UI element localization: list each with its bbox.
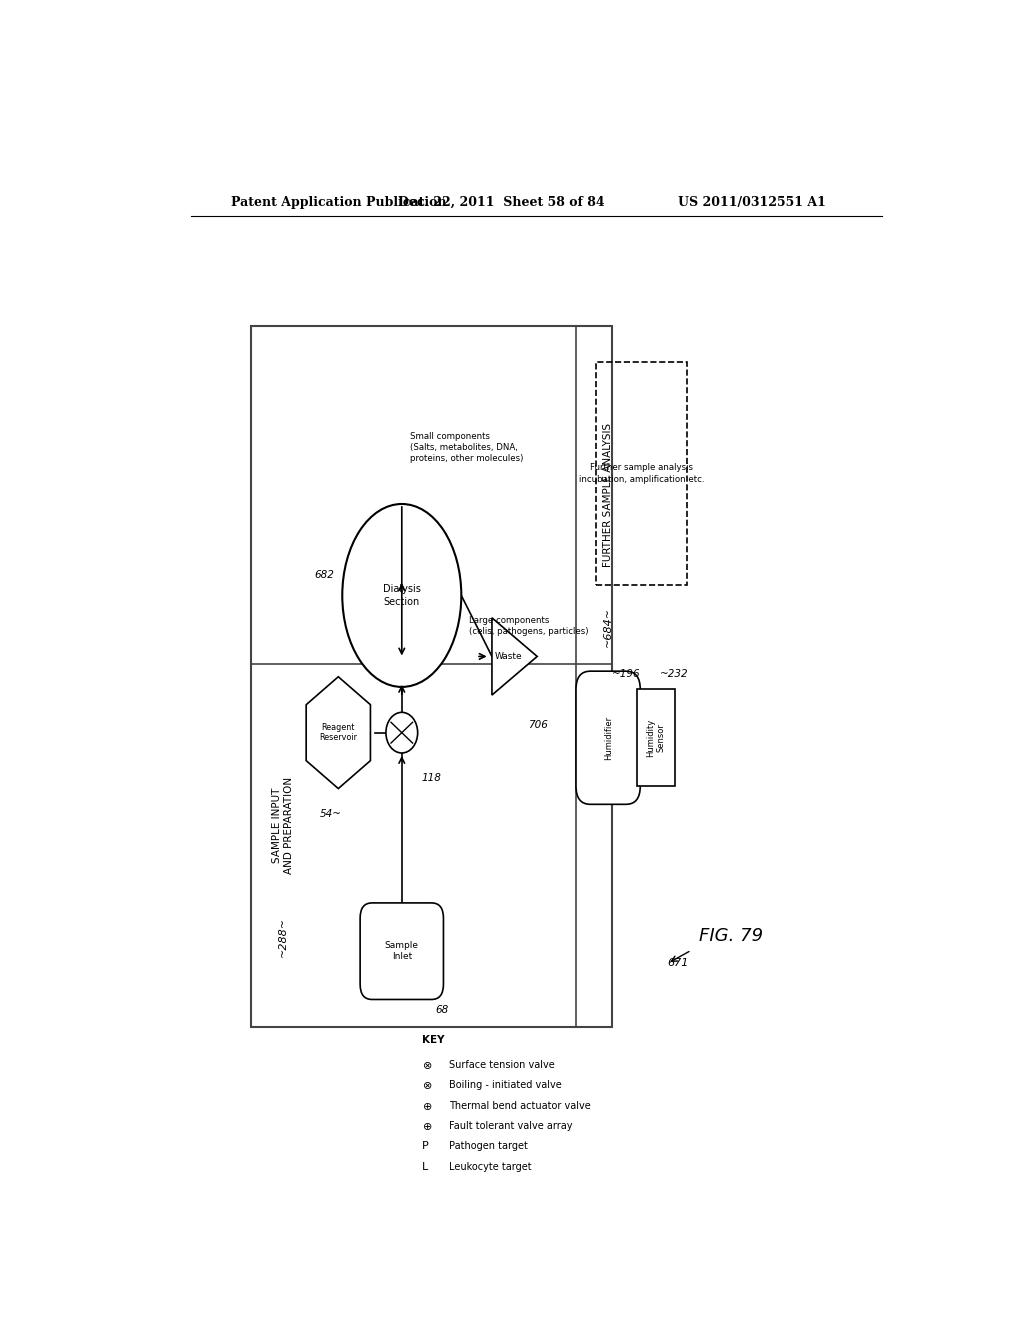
Text: 118: 118 <box>422 774 441 783</box>
Text: 68: 68 <box>435 1005 449 1015</box>
Text: KEY: KEY <box>422 1035 444 1044</box>
Text: ~196: ~196 <box>612 669 641 680</box>
Text: Sample
Inlet: Sample Inlet <box>385 941 419 961</box>
Text: 682: 682 <box>314 570 334 579</box>
Text: L: L <box>422 1162 428 1172</box>
Text: Surface tension valve: Surface tension valve <box>450 1060 555 1071</box>
Text: $\otimes$: $\otimes$ <box>422 1060 432 1071</box>
Text: FIG. 79: FIG. 79 <box>699 927 764 945</box>
Text: ~684~: ~684~ <box>603 607 613 647</box>
Text: Dec. 22, 2011  Sheet 58 of 84: Dec. 22, 2011 Sheet 58 of 84 <box>397 195 604 209</box>
Text: Leukocyte target: Leukocyte target <box>450 1162 532 1172</box>
Text: Boiling - initiated valve: Boiling - initiated valve <box>450 1080 562 1090</box>
Polygon shape <box>492 618 538 696</box>
Text: $\otimes$: $\otimes$ <box>422 1080 432 1092</box>
Text: Waste: Waste <box>496 652 522 661</box>
Text: 54~: 54~ <box>319 809 341 818</box>
Text: ~232: ~232 <box>659 669 688 680</box>
Text: US 2011/0312551 A1: US 2011/0312551 A1 <box>679 195 826 209</box>
Bar <box>637 689 675 785</box>
Text: Fault tolerant valve array: Fault tolerant valve array <box>450 1121 572 1131</box>
Text: Further sample analysis
incubation, amplification etc.: Further sample analysis incubation, ampl… <box>580 463 705 484</box>
Text: Humidity
Sensor: Humidity Sensor <box>646 718 666 756</box>
FancyBboxPatch shape <box>575 671 640 804</box>
Text: P: P <box>422 1142 428 1151</box>
FancyBboxPatch shape <box>360 903 443 999</box>
Ellipse shape <box>342 504 461 686</box>
Circle shape <box>386 713 418 752</box>
Text: FURTHER SAMPLE ANALYSIS: FURTHER SAMPLE ANALYSIS <box>603 422 613 566</box>
Text: ~288~: ~288~ <box>278 917 288 957</box>
Text: Humidifier: Humidifier <box>603 715 612 760</box>
Text: 671: 671 <box>668 958 689 969</box>
Text: Small components
(Salts, metabolites, DNA,
proteins, other molecules): Small components (Salts, metabolites, DN… <box>410 432 523 463</box>
Text: Large components
(celis, pathogens, particles): Large components (celis, pathogens, part… <box>469 616 589 636</box>
Text: 706: 706 <box>528 721 548 730</box>
Text: Thermal bend actuator valve: Thermal bend actuator valve <box>450 1101 591 1110</box>
Text: $\oplus$: $\oplus$ <box>422 1121 432 1133</box>
Bar <box>596 362 687 585</box>
Text: Pathogen target: Pathogen target <box>450 1142 528 1151</box>
Text: Dialysis
Section: Dialysis Section <box>383 585 421 607</box>
Text: Patent Application Publication: Patent Application Publication <box>231 195 446 209</box>
Polygon shape <box>306 677 371 788</box>
Text: Reagent
Reservoir: Reagent Reservoir <box>319 723 357 742</box>
Text: SAMPLE INPUT
AND PREPARATION: SAMPLE INPUT AND PREPARATION <box>271 776 294 874</box>
Bar <box>251 326 612 1027</box>
Text: $\oplus$: $\oplus$ <box>422 1101 432 1111</box>
